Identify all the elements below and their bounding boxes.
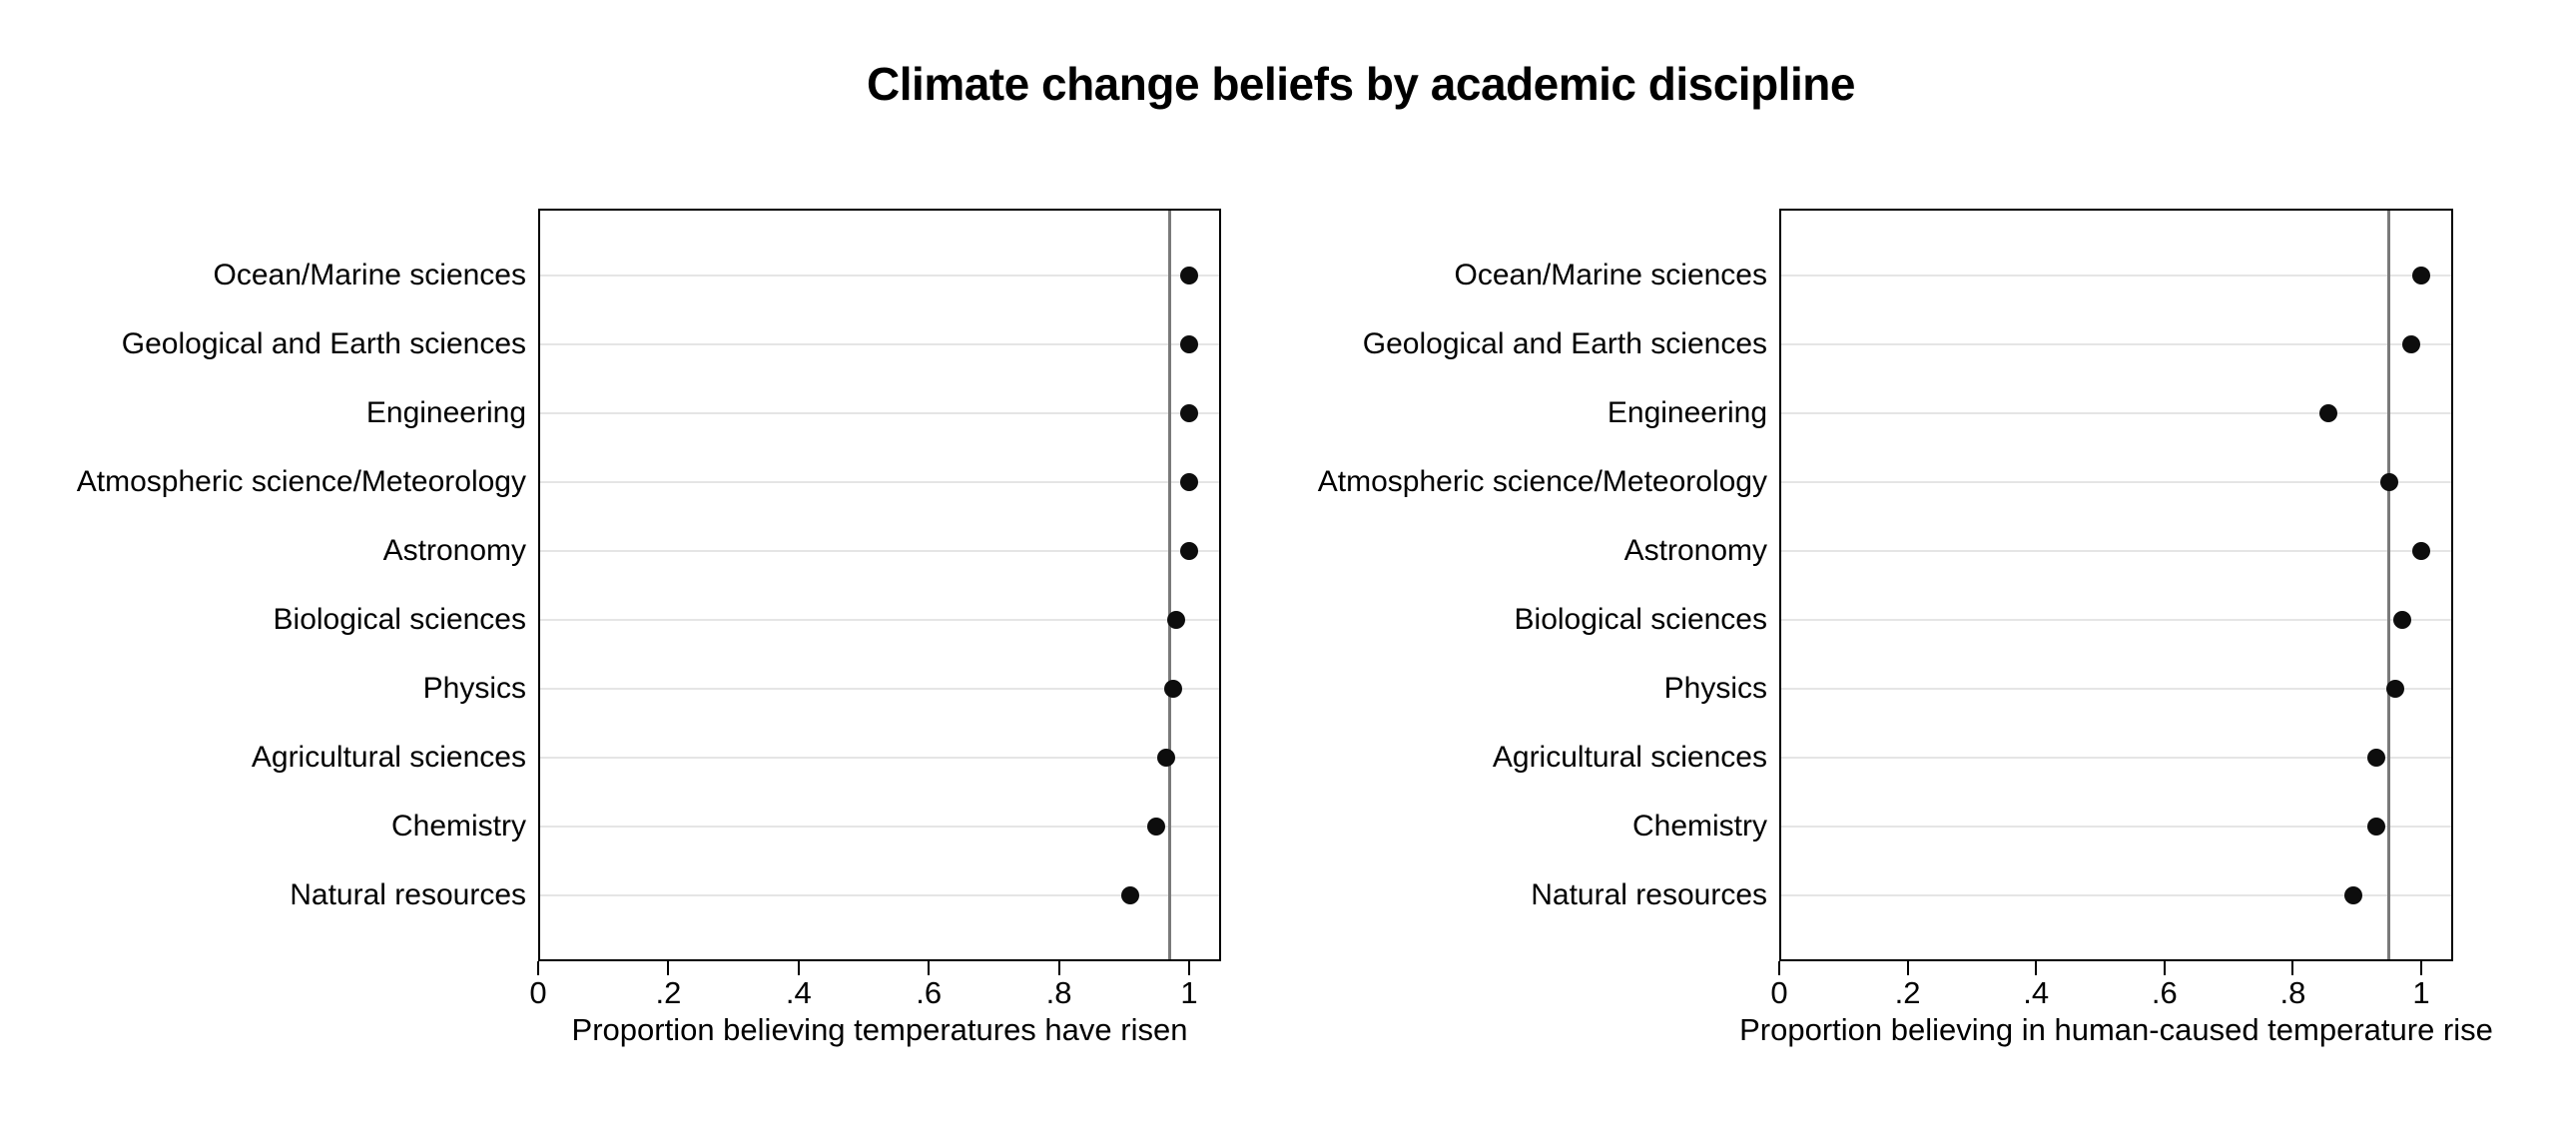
category-label: Physics	[1663, 672, 1767, 705]
category-gridline	[540, 481, 1219, 483]
category-gridline	[540, 275, 1219, 277]
category-label: Chemistry	[390, 810, 526, 842]
x-tick-label: .2	[1894, 975, 1921, 1010]
category-gridline	[540, 894, 1219, 896]
data-point-dot	[2386, 680, 2405, 698]
category-gridline	[1781, 619, 2451, 621]
category-label: Engineering	[1607, 396, 1767, 429]
x-tick	[667, 961, 670, 975]
x-tick-label: .8	[2279, 975, 2306, 1010]
data-point-dot	[2344, 886, 2363, 904]
category-label: Ocean/Marine sciences	[1454, 259, 1767, 291]
category-gridline	[1781, 481, 2451, 483]
data-point-dot	[1180, 404, 1198, 422]
x-tick	[1906, 961, 1909, 975]
data-point-dot	[1121, 886, 1140, 904]
category-label: Natural resources	[290, 878, 526, 911]
chart-title: Climate change beliefs by academic disci…	[867, 58, 1855, 110]
category-gridline	[1781, 343, 2451, 345]
plot-box-left	[538, 209, 1221, 961]
x-tick	[1778, 961, 1780, 975]
x-tick	[1188, 961, 1190, 975]
category-gridline	[1781, 550, 2451, 552]
category-gridline	[1781, 894, 2451, 896]
data-point-dot	[2412, 542, 2430, 560]
x-tick	[537, 961, 539, 975]
category-label: Biological sciences	[1514, 603, 1767, 636]
category-label: Natural resources	[1531, 878, 1767, 911]
x-tick-label: .6	[2151, 975, 2178, 1010]
category-label: Astronomy	[382, 534, 526, 567]
category-label: Agricultural sciences	[251, 741, 526, 774]
data-point-dot	[1157, 749, 1176, 767]
data-point-dot	[1180, 542, 1198, 560]
x-tick-label: 1	[1180, 975, 1198, 1010]
x-tick-label: .2	[655, 975, 682, 1010]
category-label: Geological and Earth sciences	[1362, 327, 1767, 360]
x-tick	[2420, 961, 2422, 975]
data-point-dot	[2379, 473, 2398, 491]
category-gridline	[1781, 688, 2451, 690]
category-gridline	[540, 826, 1219, 828]
category-label: Ocean/Marine sciences	[213, 259, 526, 291]
x-tick	[1057, 961, 1060, 975]
data-point-dot	[1180, 267, 1198, 284]
x-tick-label: 1	[2412, 975, 2430, 1010]
category-gridline	[1781, 757, 2451, 759]
category-label: Biological sciences	[273, 603, 526, 636]
category-label: Engineering	[365, 396, 526, 429]
data-point-dot	[1163, 680, 1182, 698]
x-tick-label: .4	[2023, 975, 2050, 1010]
data-point-dot	[1180, 335, 1198, 353]
x-tick	[2035, 961, 2038, 975]
category-label: Physics	[422, 672, 526, 705]
category-label: Astronomy	[1623, 534, 1767, 567]
data-point-dot	[1166, 611, 1185, 629]
data-point-dot	[2366, 818, 2385, 836]
x-tick-label: 0	[1770, 975, 1788, 1010]
x-tick	[928, 961, 931, 975]
x-tick	[797, 961, 800, 975]
category-gridline	[1781, 826, 2451, 828]
x-axis-title-right: Proportion believing in human-caused tem…	[1739, 1012, 2493, 1047]
data-point-dot	[1147, 818, 1166, 836]
category-label: Atmospheric science/Meteorology	[1317, 465, 1767, 498]
category-gridline	[540, 550, 1219, 552]
plot-box-right	[1779, 209, 2453, 961]
category-label: Agricultural sciences	[1492, 741, 1767, 774]
x-tick	[2163, 961, 2166, 975]
reference-line	[1167, 211, 1171, 959]
category-gridline	[1781, 412, 2451, 414]
x-tick-label: 0	[529, 975, 547, 1010]
category-gridline	[1781, 275, 2451, 277]
data-point-dot	[2402, 335, 2421, 353]
x-tick-label: .6	[916, 975, 943, 1010]
x-axis-title-left: Proportion believing temperatures have r…	[571, 1012, 1188, 1047]
x-tick	[2291, 961, 2294, 975]
x-tick-label: .4	[785, 975, 812, 1010]
data-point-dot	[2318, 404, 2337, 422]
category-gridline	[540, 619, 1219, 621]
category-gridline	[540, 412, 1219, 414]
data-point-dot	[2412, 267, 2430, 284]
category-label: Atmospheric science/Meteorology	[76, 465, 526, 498]
data-point-dot	[2392, 611, 2411, 629]
category-gridline	[540, 343, 1219, 345]
category-gridline	[540, 757, 1219, 759]
reference-line	[2387, 211, 2391, 959]
data-point-dot	[2366, 749, 2385, 767]
category-gridline	[540, 688, 1219, 690]
data-point-dot	[1180, 473, 1198, 491]
category-label: Chemistry	[1631, 810, 1767, 842]
category-label: Geological and Earth sciences	[121, 327, 526, 360]
x-tick-label: .8	[1045, 975, 1072, 1010]
